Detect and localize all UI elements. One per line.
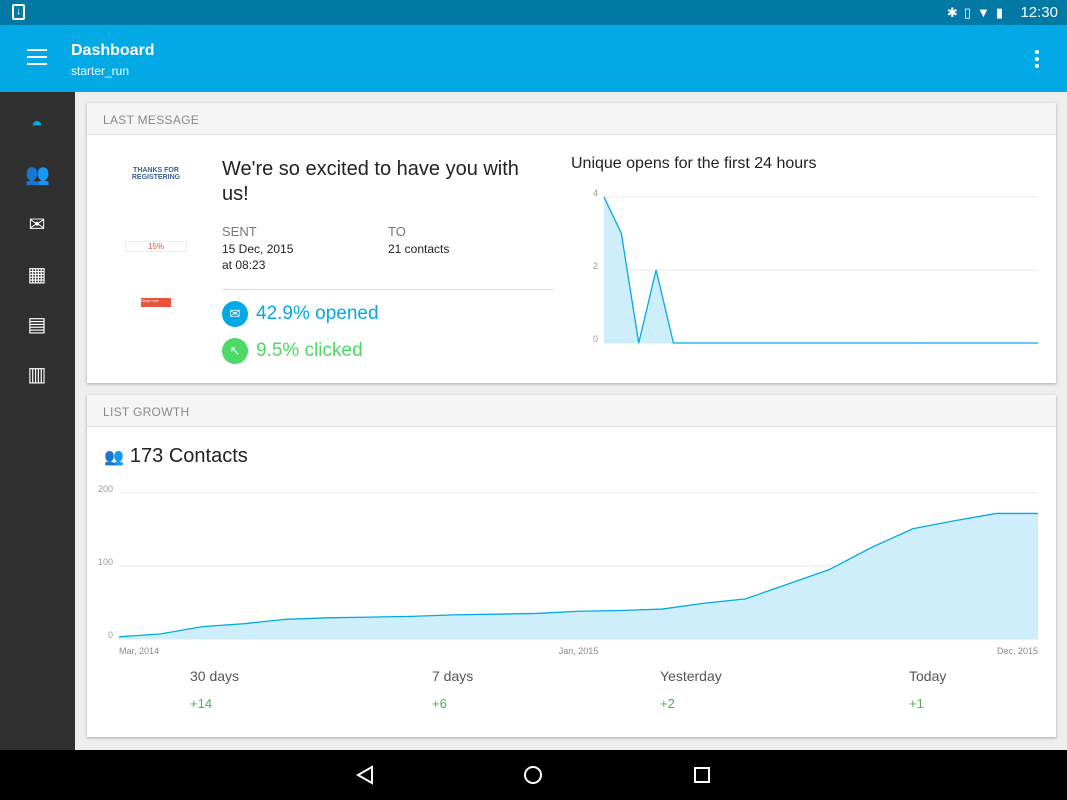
- download-icon: ↓: [12, 4, 25, 20]
- contacts-icon: 👥: [104, 449, 124, 466]
- thumb-button: Shop now: [141, 298, 171, 307]
- sent-label: SENT: [222, 224, 257, 239]
- forms-icon[interactable]: ▤: [27, 314, 47, 336]
- opens-chart-title: Unique opens for the first 24 hours: [571, 155, 817, 172]
- contacts-count: 👥 173 Contacts: [104, 445, 248, 467]
- thumb-discount: 15%: [125, 241, 187, 252]
- period-value: +2: [660, 696, 675, 711]
- last-message-card: LAST MESSAGE THANKS FOR REGISTERING 15% …: [87, 103, 1056, 383]
- recents-icon[interactable]: [692, 765, 712, 785]
- y-tick-label: 2: [593, 261, 598, 271]
- navigation-bar: [0, 750, 1067, 800]
- divider: [222, 289, 554, 290]
- page-subtitle: starter_run: [71, 64, 130, 78]
- page-title: Dashboard: [71, 42, 155, 59]
- to-label: TO: [388, 224, 406, 239]
- period-label: Yesterday: [660, 668, 722, 684]
- message-thumbnail[interactable]: THANKS FOR REGISTERING 15% Shop now: [115, 153, 197, 336]
- messages-icon[interactable]: ✉: [28, 214, 46, 236]
- period-value: +1: [909, 696, 924, 711]
- y-tick-label: 100: [98, 557, 113, 567]
- menu-icon[interactable]: [27, 49, 47, 70]
- x-tick-label: Mar, 2014: [119, 646, 159, 656]
- sidebar: ◓ 👥 ✉ ▦ ▤ ▥: [0, 92, 75, 750]
- back-icon[interactable]: [355, 765, 375, 785]
- opens-chart: 0 2 4: [593, 188, 1039, 344]
- y-tick-label: 0: [108, 630, 113, 640]
- list-growth-card: LIST GROWTH 👥 173 Contacts 0 100 200 Mar, 20…: [87, 395, 1056, 737]
- y-tick-label: 0: [593, 334, 598, 344]
- message-title: We're so excited to have you with us!: [222, 158, 519, 205]
- clicked-stat: ↖ 9.5% clicked: [222, 338, 363, 364]
- status-bar: ↓ ✱▯▼▮ 12:30: [0, 0, 1067, 25]
- sent-date: 15 Dec, 2015: [222, 242, 294, 256]
- growth-chart: 0 100 200 Mar, 2014 Jan, 2015 Dec, 2015: [98, 484, 1039, 656]
- templates-icon[interactable]: ▥: [27, 364, 47, 386]
- period-label: 7 days: [432, 668, 474, 684]
- period-label: Today: [909, 668, 947, 684]
- card-header: LIST GROWTH: [87, 395, 1056, 427]
- thumb-heading: THANKS FOR REGISTERING: [131, 167, 181, 181]
- app-bar: Dashboard starter_run: [0, 25, 1067, 92]
- home-icon[interactable]: [523, 765, 543, 785]
- sent-time: at 08:23: [222, 258, 266, 272]
- y-tick-label: 4: [593, 188, 598, 198]
- x-tick-label: Dec, 2015: [997, 646, 1038, 656]
- cursor-click-icon: ↖: [222, 338, 248, 364]
- envelope-open-icon: ✉: [222, 301, 248, 327]
- period-value: +14: [190, 696, 213, 711]
- to-value: 21 contacts: [388, 242, 450, 256]
- period-label: 30 days: [190, 668, 240, 684]
- system-icons: ✱▯▼▮: [946, 5, 1009, 20]
- area-fill: [604, 197, 1038, 343]
- area-fill: [119, 513, 1038, 639]
- y-tick-label: 200: [98, 484, 113, 494]
- calendar-icon[interactable]: ▦: [27, 264, 47, 286]
- contacts-icon[interactable]: 👥: [25, 164, 50, 186]
- dashboard-icon[interactable]: ◓: [30, 114, 44, 136]
- more-options-icon[interactable]: [1035, 50, 1039, 71]
- clock: 12:30: [1020, 4, 1058, 21]
- x-tick-label: Jan, 2015: [559, 646, 599, 656]
- series-line: [603, 196, 1038, 344]
- period-value: +6: [432, 696, 447, 711]
- card-header: LAST MESSAGE: [87, 103, 1056, 135]
- opened-stat: ✉ 42.9% opened: [222, 301, 379, 327]
